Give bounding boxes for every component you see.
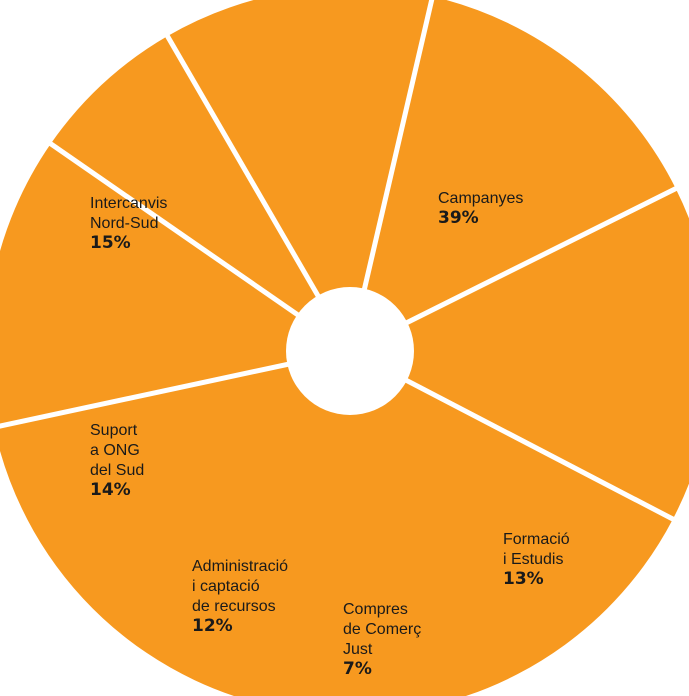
pie-slice xyxy=(350,0,676,351)
slice-label-line: Formació xyxy=(503,531,570,548)
slice-label-line: Intercanvis xyxy=(90,195,167,212)
slice-percent-label: 7% xyxy=(343,659,372,679)
slice-percent-label: 15% xyxy=(90,233,131,253)
slice-label-line: a ONG xyxy=(90,442,140,459)
slice-percent-label: 14% xyxy=(90,480,131,500)
donut-center-hole xyxy=(286,287,414,415)
slice-label-line: i Estudis xyxy=(503,551,563,568)
pie-slice xyxy=(0,351,673,696)
slice-percent-label: 13% xyxy=(503,569,544,589)
slice-label-line: de recursos xyxy=(192,598,276,615)
slice-label-line: i captació xyxy=(192,578,260,595)
pie-slice xyxy=(0,143,350,427)
slice-label-line: Compres xyxy=(343,601,408,618)
slice-label-line: Campanyes xyxy=(438,190,523,207)
slice-label-line: del Sud xyxy=(90,462,144,479)
slice-label-line: Administració xyxy=(192,558,288,575)
pie-slice xyxy=(50,36,351,351)
slice-label-line: Nord-Sud xyxy=(90,215,158,232)
slice-label-line: de Comerç xyxy=(343,621,421,638)
slice-percent-label: 12% xyxy=(192,616,233,636)
pie-slice xyxy=(167,0,432,351)
pie-slice xyxy=(350,188,689,520)
slice-label-line: Just xyxy=(343,641,373,658)
slice-percent-label: 39% xyxy=(438,208,479,228)
slice-label-line: Suport xyxy=(90,422,138,439)
